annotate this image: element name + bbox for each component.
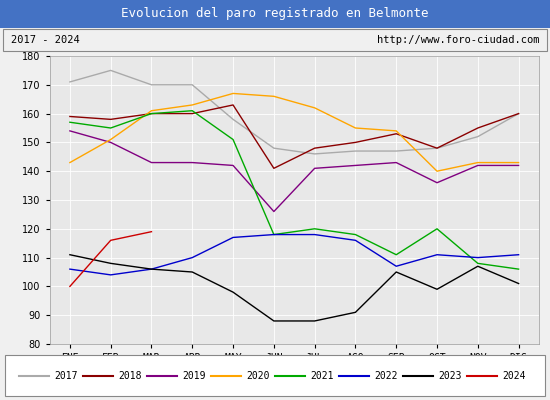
Text: 2020: 2020 bbox=[246, 371, 270, 381]
Text: 2022: 2022 bbox=[375, 371, 398, 381]
Text: 2023: 2023 bbox=[438, 371, 462, 381]
Text: 2017 - 2024: 2017 - 2024 bbox=[11, 35, 80, 45]
Text: 2019: 2019 bbox=[183, 371, 206, 381]
Text: 2024: 2024 bbox=[502, 371, 526, 381]
Text: http://www.foro-ciudad.com: http://www.foro-ciudad.com bbox=[377, 35, 539, 45]
Text: Evolucion del paro registrado en Belmonte: Evolucion del paro registrado en Belmont… bbox=[121, 8, 429, 20]
Text: 2021: 2021 bbox=[310, 371, 334, 381]
Text: 2018: 2018 bbox=[118, 371, 142, 381]
Text: 2017: 2017 bbox=[54, 371, 78, 381]
